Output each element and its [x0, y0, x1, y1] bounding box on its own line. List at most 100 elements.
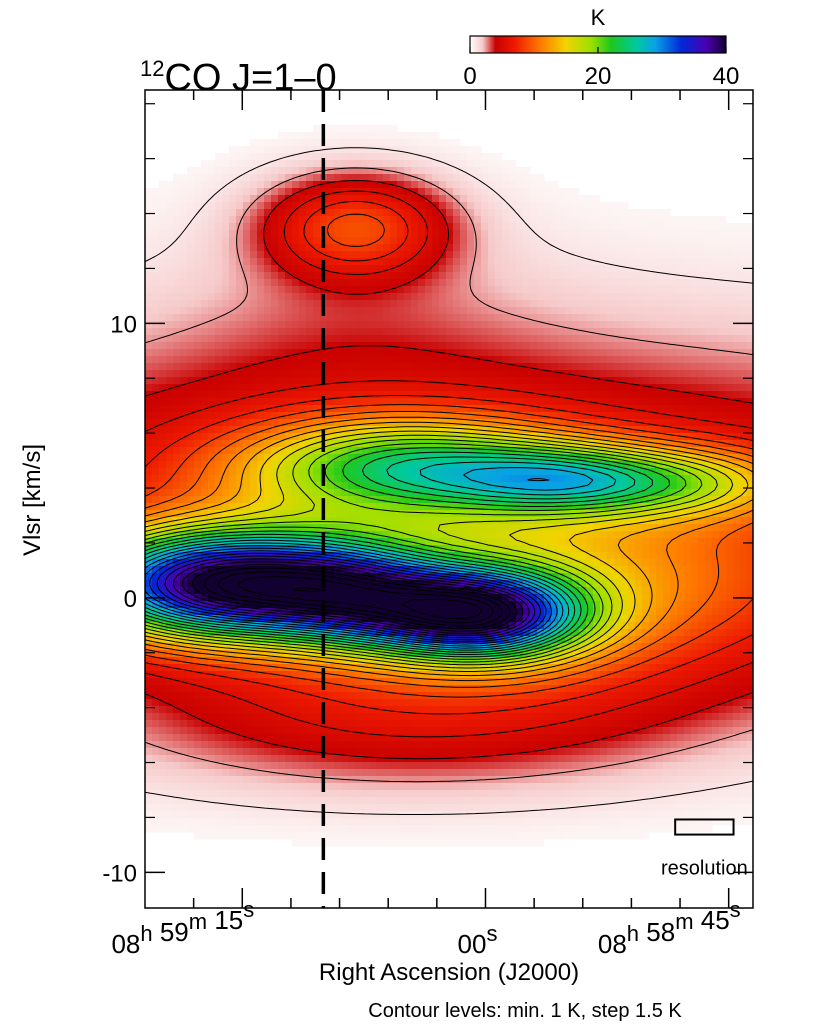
heatmap-cell — [194, 531, 202, 539]
heatmap-cell — [271, 146, 279, 154]
heatmap-cell — [166, 468, 174, 476]
heatmap-cell — [180, 503, 188, 511]
heatmap-cell — [579, 419, 587, 427]
heatmap-cell — [425, 307, 433, 315]
heatmap-cell — [159, 216, 167, 224]
heatmap-cell — [523, 265, 531, 273]
heatmap-cell — [334, 419, 342, 427]
heatmap-cell — [404, 258, 412, 266]
heatmap-cell — [691, 349, 699, 357]
heatmap-cell — [586, 363, 594, 371]
heatmap-cell — [425, 489, 433, 497]
heatmap-cell — [495, 489, 503, 497]
heatmap-cell — [670, 349, 678, 357]
heatmap-cell — [481, 538, 489, 546]
heatmap-cell — [621, 398, 629, 406]
heatmap-cell — [460, 279, 468, 287]
heatmap-cell — [691, 510, 699, 518]
heatmap-cell — [404, 503, 412, 511]
heatmap-cell — [467, 195, 475, 203]
heatmap-cell — [586, 461, 594, 469]
heatmap-cell — [376, 370, 384, 378]
heatmap-cell — [509, 293, 517, 301]
heatmap-cell — [355, 202, 363, 210]
heatmap-cell — [432, 132, 440, 140]
heatmap-cell — [670, 552, 678, 560]
heatmap-cell — [502, 258, 510, 266]
heatmap-cell — [166, 440, 174, 448]
heatmap-cell — [180, 293, 188, 301]
heatmap-cell — [250, 349, 258, 357]
heatmap-cell — [656, 300, 664, 308]
heatmap-cell — [166, 349, 174, 357]
heatmap-cell — [243, 195, 251, 203]
heatmap-cell — [488, 482, 496, 490]
heatmap-cell — [243, 538, 251, 546]
heatmap-cell — [215, 454, 223, 462]
heatmap-cell — [327, 237, 335, 245]
heatmap-cell — [355, 125, 363, 133]
heatmap-cell — [684, 461, 692, 469]
heatmap-cell — [474, 517, 482, 525]
heatmap-cell — [740, 440, 748, 448]
heatmap-cell — [495, 475, 503, 483]
heatmap-cell — [467, 230, 475, 238]
heatmap-cell — [432, 384, 440, 392]
heatmap-cell — [271, 300, 279, 308]
heatmap-cell — [383, 300, 391, 308]
heatmap-cell — [173, 377, 181, 385]
heatmap-cell — [698, 384, 706, 392]
heatmap-cell — [229, 552, 237, 560]
heatmap-cell — [278, 391, 286, 399]
heatmap-cell — [719, 496, 727, 504]
heatmap-cell — [306, 559, 314, 567]
heatmap-cell — [733, 321, 741, 329]
heatmap-cell — [355, 286, 363, 294]
heatmap-cell — [726, 356, 734, 364]
heatmap-cell — [635, 342, 643, 350]
heatmap-cell — [243, 398, 251, 406]
heatmap-cell — [740, 545, 748, 553]
heatmap-cell — [411, 209, 419, 217]
heatmap-cell — [467, 363, 475, 371]
heatmap-cell — [544, 195, 552, 203]
heatmap-cell — [194, 286, 202, 294]
heatmap-cell — [432, 244, 440, 252]
heatmap-cell — [236, 160, 244, 168]
heatmap-cell — [208, 237, 216, 245]
heatmap-cell — [467, 496, 475, 504]
heatmap-cell — [299, 412, 307, 420]
heatmap-cell — [404, 363, 412, 371]
heatmap-cell — [306, 251, 314, 259]
heatmap-cell — [712, 454, 720, 462]
heatmap-cell — [677, 223, 685, 231]
heatmap-cell — [621, 251, 629, 259]
heatmap-cell — [278, 566, 286, 574]
heatmap-cell — [537, 321, 545, 329]
heatmap-cell — [726, 489, 734, 497]
heatmap-cell — [460, 475, 468, 483]
heatmap-cell — [453, 559, 461, 567]
heatmap-cell — [299, 356, 307, 364]
heatmap-cell — [208, 279, 216, 287]
heatmap-cell — [726, 559, 734, 567]
heatmap-cell — [488, 307, 496, 315]
heatmap-cell — [390, 265, 398, 273]
heatmap-cell — [250, 412, 258, 420]
heatmap-cell — [698, 552, 706, 560]
heatmap-cell — [474, 265, 482, 273]
heatmap-cell — [600, 314, 608, 322]
heatmap-cell — [180, 237, 188, 245]
heatmap-cell — [460, 391, 468, 399]
heatmap-cell — [341, 160, 349, 168]
heatmap-cell — [614, 244, 622, 252]
heatmap-cell — [341, 223, 349, 231]
heatmap-cell — [607, 293, 615, 301]
heatmap-cell — [705, 293, 713, 301]
heatmap-cell — [432, 237, 440, 245]
heatmap-cell — [509, 412, 517, 420]
heatmap-cell — [236, 454, 244, 462]
heatmap-cell — [439, 475, 447, 483]
heatmap-cell — [705, 223, 713, 231]
